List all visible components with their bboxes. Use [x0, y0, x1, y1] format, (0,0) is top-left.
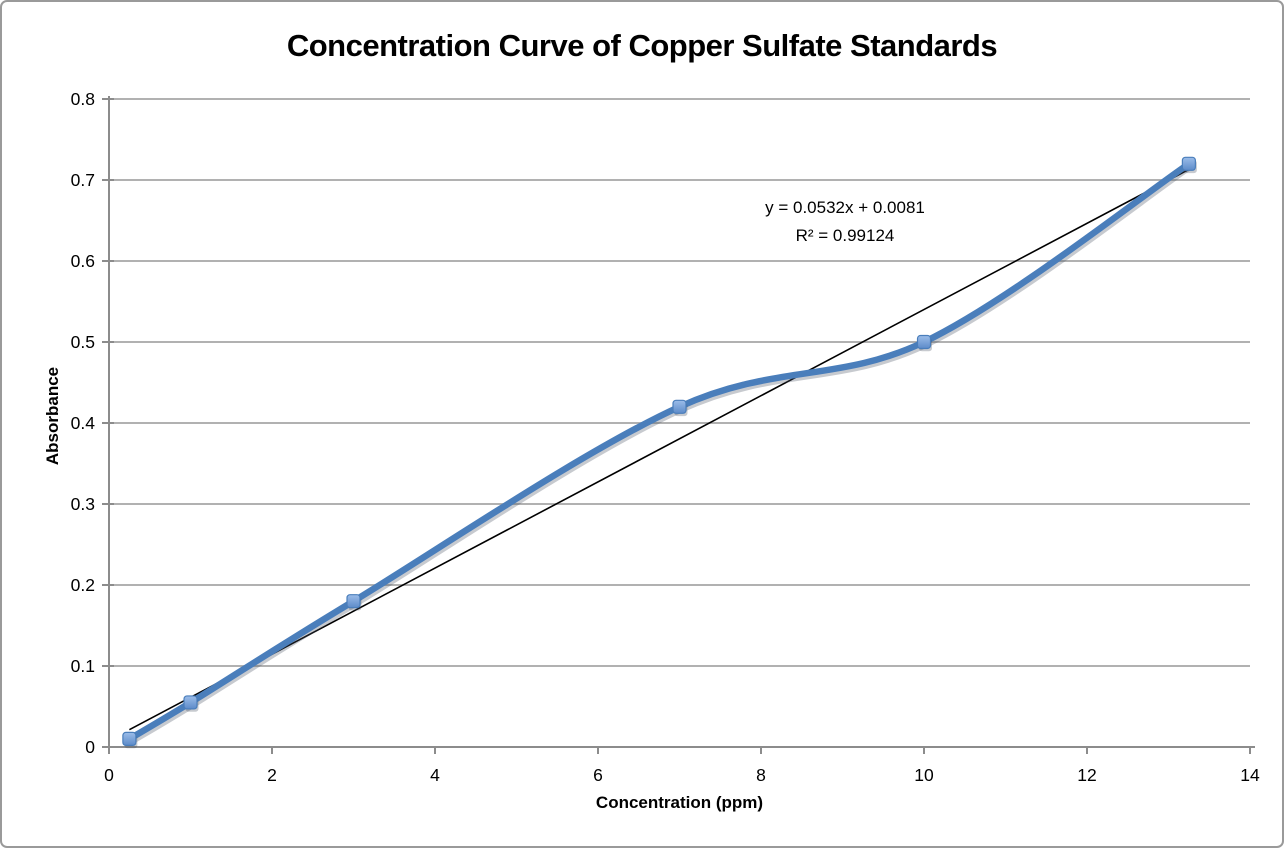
x-tick-label: 8 — [756, 765, 766, 785]
y-axis-title: Absorbance — [43, 366, 62, 466]
y-tick-label: 0.7 — [71, 170, 95, 190]
chart-title: Concentration Curve of Copper Sulfate St… — [286, 28, 998, 63]
data-point-marker — [346, 594, 361, 609]
data-point-marker — [183, 695, 198, 710]
y-tick-label: 0.4 — [71, 413, 96, 433]
data-point-marker — [122, 731, 137, 747]
x-tick-label: 4 — [430, 765, 440, 785]
series-line — [126, 160, 1193, 743]
data-point-marker — [916, 334, 932, 350]
x-tick-label: 10 — [914, 765, 934, 785]
x-tick-label: 2 — [267, 765, 277, 785]
y-tick-label: 0.2 — [71, 575, 95, 595]
y-tick-label: 0.8 — [71, 89, 95, 109]
y-tick-label: 0.5 — [71, 332, 95, 352]
x-tick-label: 6 — [593, 765, 603, 785]
x-tick-label: 0 — [104, 765, 114, 785]
y-tick-label: 0.6 — [71, 251, 95, 271]
trendline-equation: y = 0.0532x + 0.0081 — [765, 198, 925, 217]
y-tick-label: 0.3 — [71, 494, 95, 514]
y-tick-label: 0.1 — [71, 656, 95, 676]
x-tick-label: 14 — [1240, 765, 1260, 785]
trendline-r-squared: R² = 0.99124 — [795, 226, 895, 245]
trendline — [129, 168, 1190, 731]
trendline-annotation: y = 0.0532x + 0.0081 R² = 0.99124 — [704, 194, 986, 250]
y-tick-label: 0 — [85, 737, 95, 757]
x-axis-title: Concentration (ppm) — [595, 793, 764, 812]
x-tick-label: 12 — [1077, 765, 1096, 785]
data-point-marker — [1181, 156, 1196, 171]
data-point-marker — [672, 399, 687, 414]
